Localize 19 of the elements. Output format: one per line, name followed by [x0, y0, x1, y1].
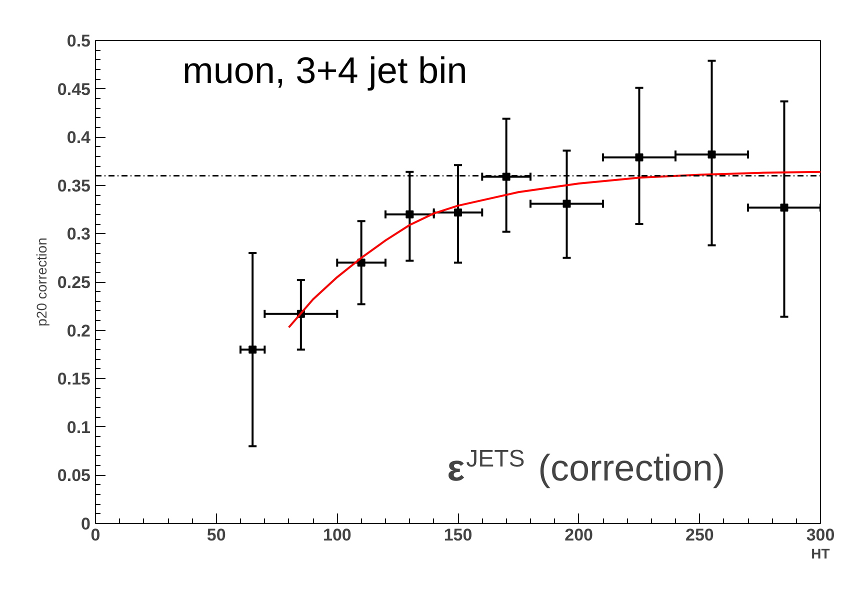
y-axis-title: p20 correction: [33, 238, 50, 326]
y-tick-label: 0.4: [66, 128, 92, 148]
y-tick-label: 0.3: [66, 224, 91, 244]
y-tick-label: 0.2: [66, 321, 91, 340]
x-tick-label: 200: [564, 526, 594, 544]
x-tick-label: 100: [322, 526, 352, 544]
annotation: muon, 3+4 jet bin: [182, 50, 468, 92]
x-tick-label: 300: [806, 526, 835, 544]
y-tick-label: 0.35: [57, 176, 91, 196]
y-tick-label: 0.1: [66, 418, 91, 437]
y-tick-label: 0.05: [57, 466, 91, 486]
x-tick-label: 250: [685, 526, 714, 544]
x-tick-label: 50: [206, 526, 226, 544]
x-axis-title: HT: [811, 546, 830, 562]
y-tick-label: 0.25: [57, 273, 91, 292]
y-tick-label: 0.5: [66, 32, 91, 50]
x-tick-label: 150: [444, 526, 472, 544]
y-tick-label: 0.15: [57, 370, 91, 389]
y-tick-label: 0.45: [57, 80, 91, 99]
